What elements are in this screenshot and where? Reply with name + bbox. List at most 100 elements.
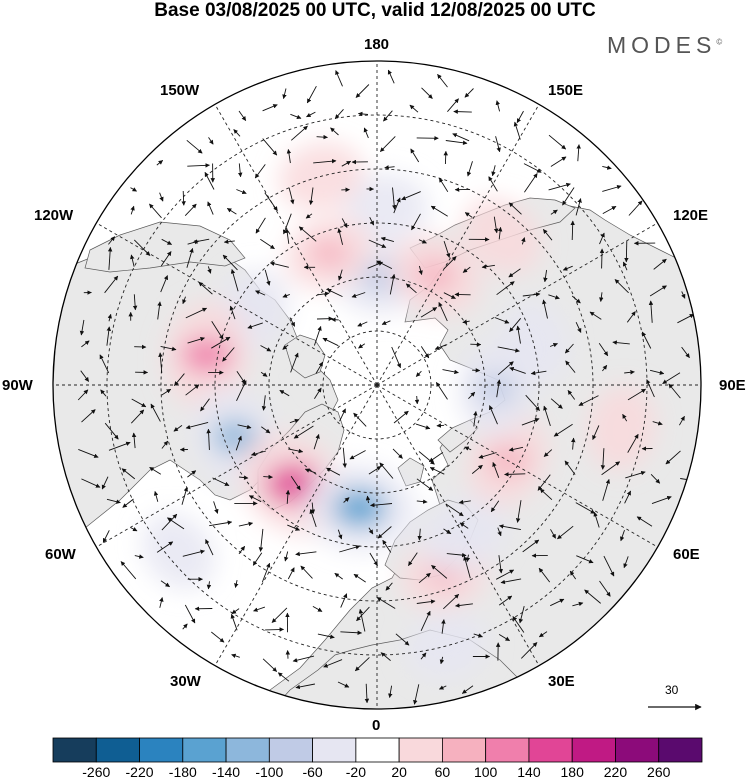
wind-vector [279, 389, 290, 397]
lon-label-150w: 150W [160, 82, 200, 99]
wind-vector [187, 336, 205, 344]
wind-vector [341, 218, 348, 228]
wind-vector [106, 326, 112, 346]
wind-vector [515, 500, 522, 523]
colorbar [52, 737, 703, 763]
wind-vector [150, 403, 161, 422]
wind-vector [498, 555, 503, 574]
wind-vector [161, 513, 178, 531]
graticule [53, 61, 701, 709]
wind-vector [174, 373, 185, 386]
wind-vector [593, 511, 600, 528]
wind-vector [376, 260, 393, 270]
wind-vector [181, 190, 186, 206]
wind-vector [108, 236, 116, 245]
anomaly-core-neg-5 [333, 488, 386, 527]
wind-vector [636, 516, 653, 527]
wind-vector [497, 346, 520, 353]
wind-vector [211, 631, 225, 643]
wind-vector [434, 344, 447, 350]
anomaly-pos-2 [462, 198, 542, 274]
wind-vector [413, 684, 420, 705]
anomaly-core-neg-7 [475, 374, 517, 404]
wind-vector [520, 642, 538, 659]
wind-vector [651, 495, 672, 505]
wind-vector [550, 598, 565, 607]
wind-vector [601, 461, 621, 476]
wind-vector [264, 192, 278, 212]
wind-vector [252, 552, 263, 566]
wind-vector [282, 293, 290, 298]
anomaly-neg-9 [141, 513, 216, 590]
wind-vector [461, 685, 474, 694]
wind-vector [575, 198, 582, 216]
wind-vector [498, 634, 510, 642]
wind-vector [271, 607, 288, 623]
wind-vector [521, 418, 540, 426]
wind-vector [315, 361, 324, 374]
wind-vector [420, 307, 438, 318]
wind-vector [186, 139, 203, 154]
wind-vector [481, 264, 495, 269]
colorbar-swatch [398, 737, 443, 763]
wind-vector [442, 593, 460, 610]
wind-vector [498, 595, 513, 606]
wind-vector [343, 497, 350, 503]
wind-vector [368, 239, 387, 248]
wind-vector [443, 150, 448, 165]
wind-vector [160, 345, 177, 352]
wind-vector [599, 580, 611, 597]
wind-vector [353, 573, 366, 583]
wind-vector [459, 522, 469, 529]
wind-vector [364, 683, 370, 704]
meridian-line [376, 104, 540, 386]
colorbar-swatch [441, 737, 487, 763]
wind-vector [238, 475, 249, 480]
wind-vector [223, 239, 235, 244]
wind-vector [466, 161, 473, 177]
wind-vector [209, 520, 233, 527]
wind-vector [389, 273, 396, 295]
wind-vector [181, 486, 189, 505]
wind-vector [416, 599, 436, 604]
wind-vector [445, 503, 464, 517]
wind-vector [131, 398, 147, 408]
colorbar-tick-label: 140 [517, 764, 541, 780]
wind-vector [418, 265, 423, 276]
wind-vector [602, 206, 617, 214]
wind-vector [284, 551, 289, 562]
wind-vector [200, 398, 210, 412]
wind-vector [250, 450, 267, 457]
colorbar-tick-label: -60 [302, 764, 323, 780]
wind-vector [646, 379, 655, 398]
wind-vector [81, 340, 90, 348]
wind-vector [358, 608, 366, 632]
wind-vector [497, 226, 503, 240]
wind-vector [79, 319, 85, 336]
wind-vector [443, 256, 457, 270]
lon-label-60w: 60W [45, 546, 76, 563]
wind-vector [439, 656, 445, 665]
wind-vector [508, 446, 524, 452]
colorbar-tick-label: 100 [473, 764, 498, 780]
wind-vector [417, 528, 422, 541]
wind-vector [247, 322, 263, 329]
wind-vector [405, 283, 417, 294]
map-boundary [52, 60, 702, 710]
meridian-line [376, 384, 540, 666]
wind-vector [130, 527, 138, 532]
wind-vector [381, 320, 391, 325]
colorbar-tick-label: -220 [125, 764, 154, 780]
wind-vector [571, 437, 576, 450]
wind-vector [681, 291, 686, 299]
wind-vector [351, 292, 366, 298]
wind-vector [186, 247, 194, 268]
wind-vector [369, 216, 375, 226]
wind-vector [575, 502, 596, 514]
wind-vector [415, 423, 431, 430]
wind-vector [442, 369, 459, 375]
wind-vector [122, 498, 134, 508]
wind-vector [265, 627, 285, 632]
wind-vector [182, 549, 205, 557]
